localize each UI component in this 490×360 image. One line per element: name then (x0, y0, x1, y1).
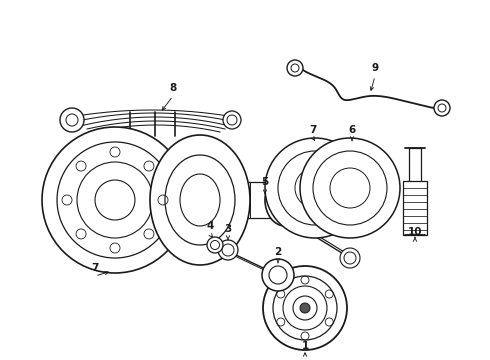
Circle shape (273, 276, 337, 340)
Circle shape (278, 151, 352, 225)
Circle shape (434, 100, 450, 116)
Text: 7: 7 (91, 263, 98, 273)
Circle shape (262, 259, 294, 291)
Ellipse shape (265, 174, 305, 226)
Circle shape (300, 303, 310, 313)
Circle shape (313, 151, 387, 225)
Circle shape (57, 142, 173, 258)
Circle shape (300, 138, 400, 238)
Circle shape (223, 111, 241, 129)
Text: 7: 7 (309, 125, 317, 135)
Circle shape (95, 180, 135, 220)
Text: 5: 5 (261, 177, 269, 187)
Circle shape (265, 138, 365, 238)
Circle shape (42, 127, 188, 273)
Circle shape (287, 60, 303, 76)
Text: 4: 4 (206, 221, 214, 231)
Text: 1: 1 (301, 341, 309, 351)
Text: 2: 2 (274, 247, 282, 257)
Circle shape (293, 296, 317, 320)
Text: 9: 9 (371, 63, 379, 73)
Circle shape (263, 266, 347, 350)
Text: 3: 3 (224, 224, 232, 234)
Text: 10: 10 (408, 227, 422, 237)
Circle shape (218, 240, 238, 260)
Ellipse shape (272, 183, 298, 217)
Circle shape (283, 286, 327, 330)
Circle shape (207, 237, 223, 253)
Circle shape (77, 162, 153, 238)
Circle shape (60, 108, 84, 132)
Ellipse shape (150, 135, 250, 265)
FancyBboxPatch shape (409, 148, 421, 183)
Text: 8: 8 (170, 83, 176, 93)
Ellipse shape (165, 155, 235, 245)
FancyBboxPatch shape (403, 181, 427, 235)
Circle shape (269, 266, 287, 284)
Circle shape (340, 248, 360, 268)
Text: 6: 6 (348, 125, 356, 135)
